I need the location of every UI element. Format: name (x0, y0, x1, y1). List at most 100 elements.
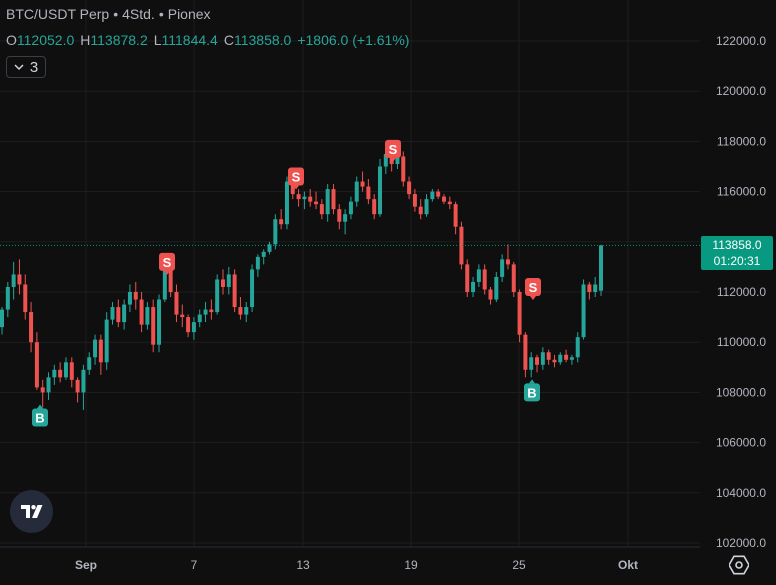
y-axis-tick-label: 106000.0 (716, 436, 766, 450)
candle-body (63, 362, 68, 378)
y-axis-tick-label: 112000.0 (717, 285, 766, 299)
candle-body (395, 156, 400, 164)
signal-letter: B (35, 411, 44, 426)
x-axis-tick-label: 7 (191, 558, 198, 572)
y-axis-tick-label: 120000.0 (716, 84, 766, 98)
candle-body (110, 307, 115, 320)
candle-body (46, 377, 51, 393)
candle-body (255, 256, 260, 270)
candle-body (424, 199, 429, 215)
candle-body (343, 214, 348, 222)
candle-body (407, 181, 412, 195)
candle-body (331, 189, 336, 210)
candle-body (17, 274, 22, 285)
candle-body (517, 292, 522, 335)
candle-body (75, 379, 80, 393)
candle-body (505, 259, 510, 265)
high-label: H (80, 32, 91, 48)
settings-icon[interactable] (729, 555, 749, 575)
x-axis-tick-label: Sep (75, 558, 97, 572)
candle-body (488, 289, 493, 300)
candle-body (354, 181, 359, 202)
candle-body (151, 307, 156, 345)
candle-body (29, 312, 34, 343)
signal-badge (385, 139, 401, 158)
signal-badge (524, 383, 540, 402)
candle-body (162, 266, 167, 300)
tradingview-logo-icon (20, 504, 42, 518)
indicators-toggle-button[interactable]: 3 (6, 56, 46, 78)
candle-body (535, 357, 540, 365)
x-axis-tick-label: Okt (618, 558, 638, 572)
candle-body (418, 206, 423, 215)
y-axis-tick-label: 104000.0 (716, 486, 766, 500)
candle-body (511, 264, 516, 292)
candle-body (0, 309, 4, 328)
candle-body (174, 292, 179, 315)
signal-letter: S (292, 170, 301, 185)
candle-body (69, 362, 74, 380)
candle-body (540, 352, 545, 365)
ohlc-readout: O112052.0 H113878.2 L111844.4 C113858.0 +180… (6, 32, 415, 48)
candle-body (180, 314, 185, 318)
tradingview-logo[interactable] (10, 490, 53, 533)
current-price: 113858.0 (712, 238, 762, 252)
candle-body (494, 276, 499, 300)
candle-body (546, 352, 551, 360)
candle-body (197, 314, 202, 323)
candle-body (476, 269, 481, 282)
signal-markers: B S S S S B (32, 139, 541, 427)
open-value: 112052.0 (16, 32, 75, 48)
candle-body (564, 354, 569, 360)
candle-body (215, 279, 220, 313)
candle-body (372, 199, 377, 215)
signal-letter: S (389, 142, 398, 157)
sell-signal-marker: S (159, 252, 175, 275)
candle-body (284, 181, 289, 225)
candle-body (81, 369, 86, 393)
y-axis-tick-label: 110000.0 (717, 335, 766, 349)
candle-body (40, 387, 45, 393)
candle-body (127, 292, 132, 305)
axes: 122000.0120000.0118000.0116000.0114000.0… (0, 34, 766, 572)
candle-body (238, 307, 243, 315)
candle-body (203, 309, 208, 315)
buy-signal-marker: B (524, 379, 540, 402)
buy-signal-marker: B (32, 404, 48, 427)
candle-body (337, 209, 342, 222)
candle-body (296, 194, 301, 200)
candle-body (587, 284, 592, 292)
high-value: 113878.2 (90, 32, 148, 48)
candle-body (593, 284, 598, 292)
candle-body (430, 191, 435, 200)
candle-body (482, 269, 487, 290)
candle-body (529, 357, 534, 370)
candle-body (290, 181, 295, 195)
candle-body (447, 201, 452, 205)
candle-body (133, 292, 138, 300)
candle-body (366, 186, 371, 200)
candle-body (523, 334, 528, 370)
open-label: O (6, 32, 17, 48)
signal-badge (288, 167, 304, 186)
x-axis-tick-label: 13 (296, 558, 310, 572)
candle-body (5, 286, 10, 310)
signal-pointer (530, 295, 536, 300)
candle-body (599, 245, 603, 291)
candle-body (145, 307, 150, 325)
candle-body (378, 166, 383, 215)
candle-body (465, 264, 470, 292)
candle-body (104, 319, 109, 363)
symbol-legend[interactable]: BTC/USDT Perp • 4Std. • Pionex (6, 6, 211, 22)
candle-body (232, 274, 237, 308)
candle-body (302, 196, 307, 200)
candle-body (581, 284, 586, 338)
low-label: L (153, 32, 162, 48)
signal-pointer (390, 157, 396, 162)
grid-lines (0, 0, 700, 547)
close-label: C (223, 32, 234, 48)
candle-body (459, 226, 464, 265)
candle-body (168, 266, 173, 292)
candle-body (500, 259, 505, 277)
